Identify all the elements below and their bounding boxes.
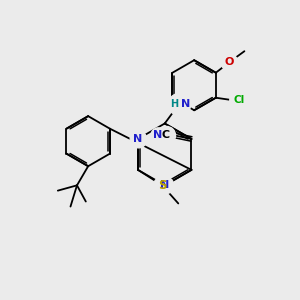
Text: N: N <box>133 134 142 144</box>
Text: N: N <box>160 180 169 190</box>
Text: N: N <box>153 130 162 140</box>
Text: O: O <box>224 57 234 68</box>
Text: H: H <box>170 99 178 110</box>
Text: S: S <box>158 179 166 192</box>
Text: N: N <box>181 99 190 110</box>
Text: C: C <box>162 130 170 140</box>
Text: Cl: Cl <box>234 95 245 105</box>
